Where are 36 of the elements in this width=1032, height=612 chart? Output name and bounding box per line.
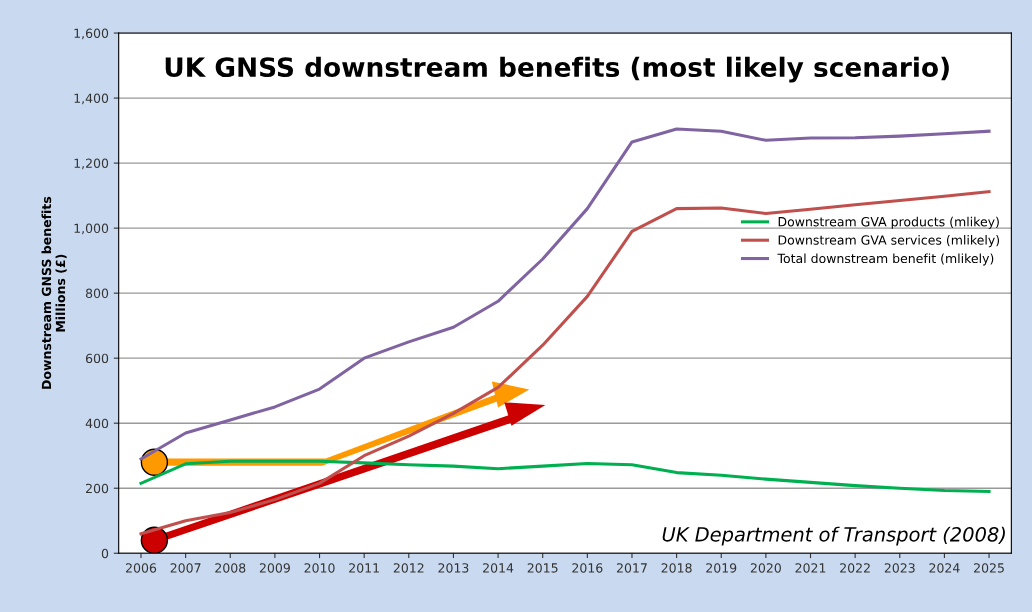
- x-tick-label: 2018: [661, 563, 692, 573]
- legend-label: Downstream GVA products (mlikey): [778, 216, 999, 229]
- y-tick-label: 1,400: [74, 93, 109, 105]
- y-tick-label: 1,200: [74, 158, 109, 170]
- x-tick-label: 2009: [259, 563, 290, 573]
- y-tick-label: 1,000: [74, 223, 109, 235]
- x-tick-label: 2012: [393, 563, 424, 573]
- x-tick-label: 2017: [616, 563, 647, 573]
- y-tick-label: 800: [85, 288, 109, 299]
- x-tick-label: 2023: [884, 563, 915, 573]
- text: UK GNSS downstream benefits (most likely scenario): [165, 56, 949, 83]
- x-tick-label: 2025: [974, 563, 1004, 573]
- x-tick-label: 2008: [215, 563, 246, 573]
- x-tick-label: 2016: [572, 563, 603, 573]
- y-tick-label: 0: [101, 548, 109, 559]
- y-axis-title: Downstream GNSS benefits Millions (£): [41, 196, 67, 389]
- x-tick-label: 2006: [126, 563, 157, 573]
- annotation: UK Department of Transport (2008): [662, 526, 1005, 546]
- y-tick-label: 400: [85, 418, 109, 429]
- x-tick-label: 2014: [483, 563, 514, 573]
- x-tick-label: 2011: [349, 563, 379, 573]
- x-tick-label: 2010: [304, 563, 335, 573]
- y-tick-label: 600: [85, 353, 109, 364]
- x-tick-label: 2007: [170, 563, 201, 573]
- legend-label: Downstream GVA services (mlikely): [778, 235, 1000, 248]
- x-tick-label: 2020: [750, 563, 781, 573]
- x-tick-label: 2021: [795, 563, 826, 573]
- x-tick-label: 2019: [706, 563, 737, 573]
- x-tick-label: 2022: [840, 563, 870, 573]
- x-tick-label: 2024: [929, 563, 960, 573]
- y-tick-label: 1,600: [74, 28, 109, 40]
- y-tick-label: 200: [86, 483, 109, 494]
- legend-label: Total downstream benefit (mlikely): [777, 253, 994, 266]
- line-series: [139, 459, 991, 493]
- x-tick-label: 2015: [527, 563, 558, 573]
- x-tick-label: 2013: [438, 563, 469, 573]
